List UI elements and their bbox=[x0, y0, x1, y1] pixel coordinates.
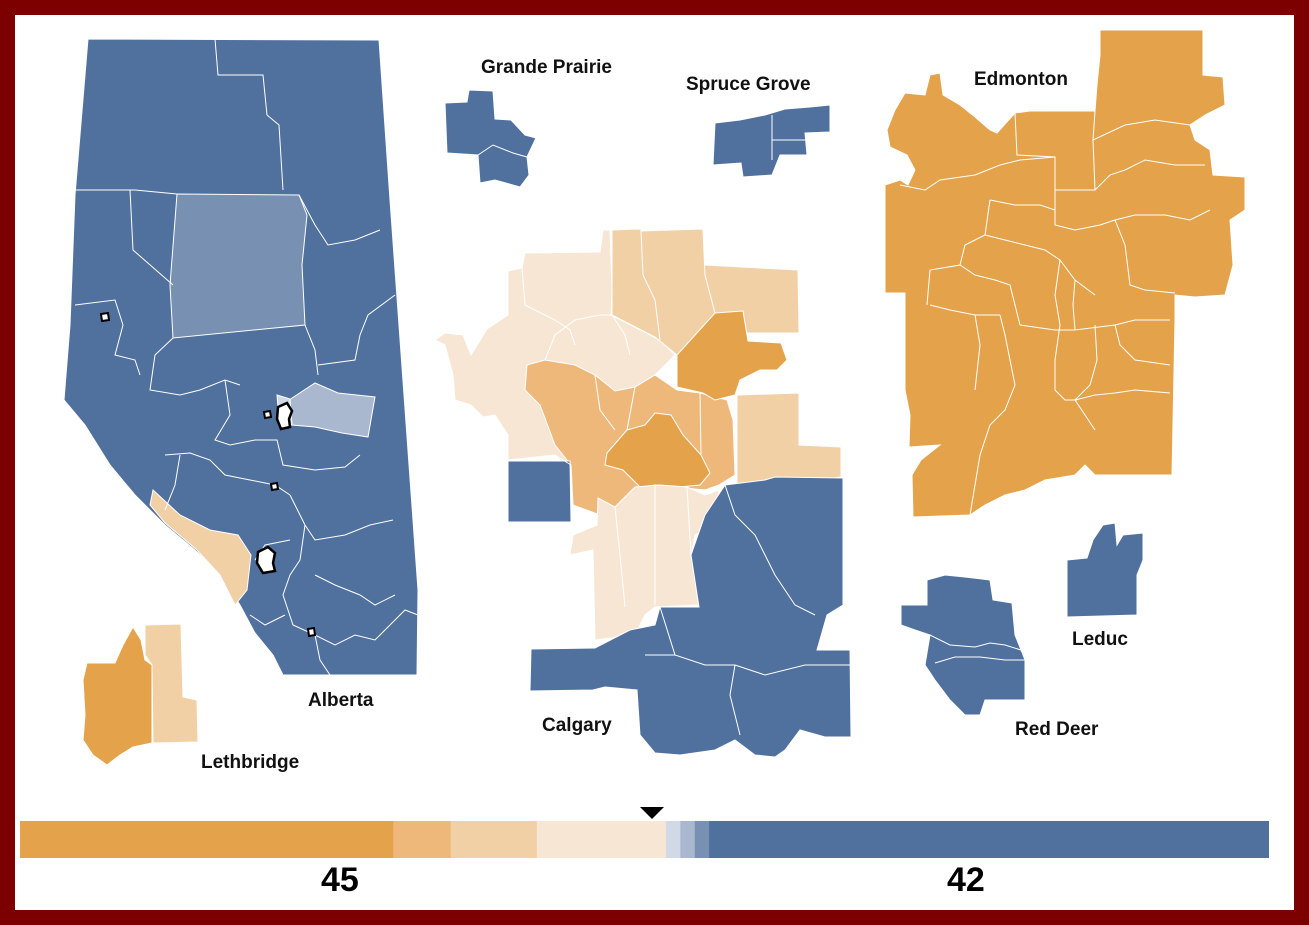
leduc-label: Leduc bbox=[1072, 629, 1128, 650]
riding-map bbox=[63, 29, 1246, 766]
lethbridge-west-riding[interactable] bbox=[82, 626, 153, 766]
seat-bar bbox=[20, 821, 1269, 858]
seat-segment-ucp_faint bbox=[666, 821, 681, 858]
grande-prairie-outline-icon bbox=[99, 311, 111, 323]
spruce-grove-map bbox=[712, 104, 831, 178]
calgary-west-riding[interactable] bbox=[507, 460, 572, 523]
lethbridge-map bbox=[82, 623, 199, 766]
calgary-riding-boundaries bbox=[521, 228, 850, 736]
leduc-ridings[interactable] bbox=[1066, 522, 1144, 618]
alberta-banff-riding[interactable] bbox=[149, 489, 252, 606]
calgary-southeast-ridings[interactable] bbox=[529, 476, 852, 758]
lethbridge-outline-icon bbox=[306, 626, 317, 638]
grande-prairie-ridings[interactable] bbox=[444, 89, 537, 188]
alberta-riding-boundaries bbox=[74, 38, 419, 676]
alberta-northeast-riding[interactable] bbox=[169, 193, 308, 339]
spruce-grove-boundary bbox=[771, 115, 805, 160]
alberta-map bbox=[63, 38, 419, 676]
red-deer-map bbox=[900, 574, 1026, 716]
red-deer-boundary bbox=[929, 634, 1025, 664]
spruce-grove-outline-icon bbox=[262, 409, 273, 420]
edmonton-riding-boundaries bbox=[899, 110, 1211, 516]
lethbridge-label: Lethbridge bbox=[201, 752, 300, 773]
seat-segment-ucp_strong bbox=[709, 821, 1269, 858]
calgary-east-ridings[interactable] bbox=[736, 392, 842, 486]
edmonton-label: Edmonton bbox=[974, 69, 1068, 90]
calgary-label: Calgary bbox=[542, 715, 612, 736]
calgary-centre-core-riding[interactable] bbox=[604, 412, 711, 488]
seat-segment-ucp_light bbox=[680, 821, 696, 858]
seat-segment-ndp_faint bbox=[536, 821, 667, 858]
lethbridge-east-riding[interactable] bbox=[144, 623, 199, 744]
grande-prairie-boundary bbox=[477, 144, 528, 158]
red-deer-outline-icon bbox=[269, 481, 280, 492]
edmonton-map bbox=[884, 29, 1246, 518]
seat-segment-ndp_strong bbox=[20, 821, 394, 858]
majority-marker-icon bbox=[639, 807, 664, 819]
red-deer-label: Red Deer bbox=[1015, 719, 1099, 740]
grande-prairie-label: Grande Prairie bbox=[481, 57, 612, 78]
calgary-outline-icon bbox=[255, 545, 277, 575]
leduc-map bbox=[1066, 522, 1144, 618]
edmonton-ridings[interactable] bbox=[884, 29, 1246, 518]
red-deer-ridings[interactable] bbox=[900, 574, 1026, 716]
alberta-central-riding[interactable] bbox=[288, 382, 376, 438]
calgary-map bbox=[434, 228, 852, 758]
grande-prairie-map bbox=[444, 89, 537, 188]
right-seat-total: 42 bbox=[947, 861, 985, 899]
spruce-grove-label: Spruce Grove bbox=[686, 74, 811, 95]
seat-segment-ndp_lean bbox=[393, 821, 452, 858]
calgary-northeast-riding[interactable] bbox=[676, 310, 788, 401]
alberta-label: Alberta bbox=[308, 690, 374, 711]
seat-segment-ndp_light bbox=[450, 821, 538, 858]
edmonton-outline-icon bbox=[275, 401, 294, 431]
map-panel: Alberta Lethbridge Grande Prairie Spruce… bbox=[15, 15, 1294, 910]
seat-segment-ucp_lean bbox=[694, 821, 710, 858]
left-seat-total: 45 bbox=[321, 861, 359, 899]
